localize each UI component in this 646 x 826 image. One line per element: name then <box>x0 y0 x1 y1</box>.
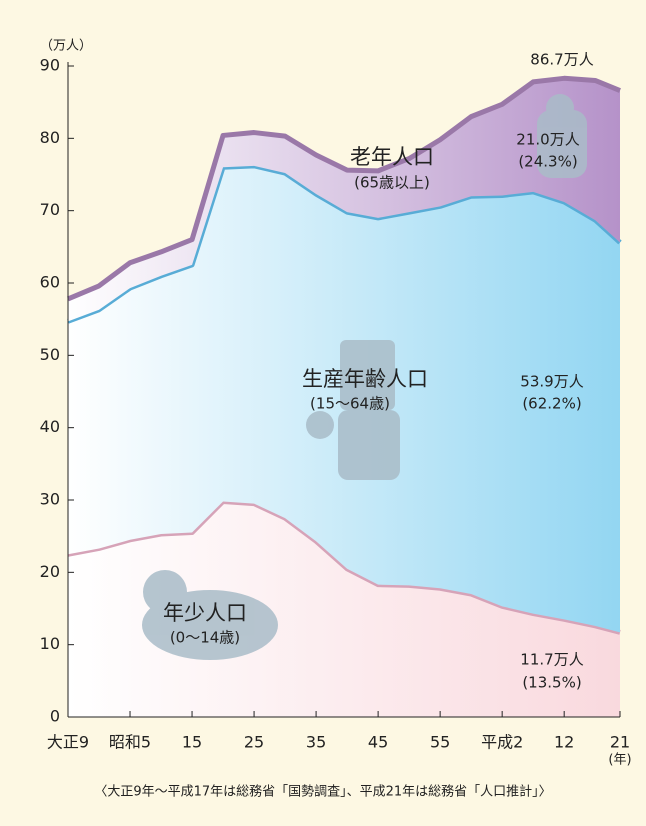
annotation: (62.2%) <box>522 395 581 413</box>
y-tick-label: 10 <box>40 634 60 653</box>
annotation: 86.7万人 <box>530 51 593 69</box>
area-sublabel: (0〜14歳) <box>170 629 240 647</box>
y-tick-label: 30 <box>40 490 60 509</box>
annotation: 11.7万人 <box>520 651 583 669</box>
x-tick-label: 平成2 <box>481 733 523 752</box>
annotation: 21.0万人 <box>516 131 579 149</box>
area-sublabel: (15〜64歳) <box>310 395 390 413</box>
x-tick-label: 21 <box>610 733 630 752</box>
annotation: 53.9万人 <box>520 373 583 391</box>
y-tick-label: 90 <box>40 56 60 75</box>
y-tick-label: 50 <box>40 345 60 364</box>
y-tick-label: 40 <box>40 417 60 436</box>
area-label: 老年人口 <box>350 145 434 169</box>
x-tick-label: 15 <box>182 733 202 752</box>
area-label: 年少人口 <box>163 601 247 625</box>
y-tick-label: 60 <box>40 273 60 292</box>
x-tick-label: 12 <box>554 733 574 752</box>
y-tick-label: 20 <box>40 562 60 581</box>
x-unit: (年) <box>608 753 631 768</box>
annotation: (13.5%) <box>522 674 581 692</box>
chart: （万人） (年) 老年人口 (65歳以上) 生産年齢人口 (15〜64歳) 年少… <box>0 0 646 826</box>
y-tick-label: 0 <box>50 707 60 726</box>
x-tick-label: 大正9 <box>47 733 89 752</box>
x-tick-label: 45 <box>368 733 388 752</box>
y-tick-label: 80 <box>40 128 60 147</box>
x-tick-label: 35 <box>306 733 326 752</box>
y-unit: （万人） <box>40 39 92 54</box>
area-label: 生産年齢人口 <box>302 367 428 391</box>
area-sublabel: (65歳以上) <box>354 174 430 192</box>
x-tick-label: 昭和5 <box>109 733 151 752</box>
x-tick-label: 55 <box>430 733 450 752</box>
source-note: 〈大正9年〜平成17年は総務省「国勢調査」、平成21年は総務省「人口推計」〉 <box>94 784 551 800</box>
y-tick-label: 70 <box>40 200 60 219</box>
x-tick-label: 25 <box>244 733 264 752</box>
annotation: (24.3%) <box>518 153 577 171</box>
